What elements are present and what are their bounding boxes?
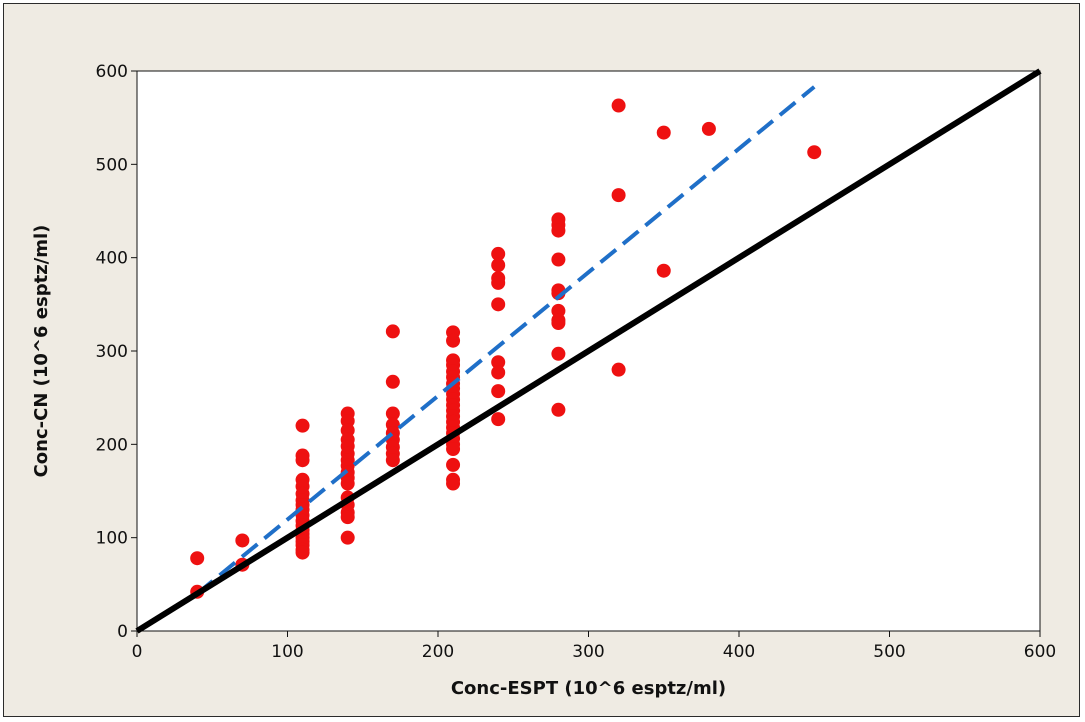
x-tick-label: 200 [422,642,454,662]
scatter-point [491,384,506,399]
scatter-point [385,374,400,389]
scatter-point [611,362,626,377]
scatter-point [385,324,400,339]
scatter-point [491,297,506,312]
x-axis-title: Conc-ESPT (10^6 esptz/ml) [451,678,726,699]
scatter-point [340,510,355,525]
scatter-point [295,453,310,468]
scatter-point [235,533,250,548]
scatter-point [611,98,626,113]
x-tick-label: 0 [132,642,143,662]
scatter-point [491,275,506,290]
scatter-point [295,545,310,560]
y-tick-label: 300 [96,342,128,362]
scatter-point [551,346,566,361]
scatter-point [340,530,355,545]
x-tick-label: 100 [271,642,303,662]
scatter-point [551,316,566,330]
scatter-point [295,418,310,433]
scatter-point [701,121,716,136]
scatter-point [491,412,506,427]
scatter-point [491,258,506,273]
scatter-point [491,355,506,370]
chart-frame: 0 100 200 300 400 500 600 0 100 200 300 400 500 600 C… [3,3,1080,717]
y-tick-label: 0 [117,622,128,642]
x-tick-label: 400 [723,642,755,662]
y-tick-label: 500 [96,155,128,175]
reference-line [135,68,1042,634]
scatter-point [807,145,822,160]
scatter-point [340,476,355,491]
scatter-point [446,333,461,348]
x-tick-label: 600 [1024,642,1056,662]
x-tick-label: 500 [873,642,905,662]
scatter-point [551,223,566,238]
scatter-point [446,442,461,456]
scatter-point [446,457,461,472]
scatter-point [656,125,671,140]
scatter-point [491,365,506,380]
y-tick-label: 400 [96,249,128,269]
scatter-point [551,402,566,417]
y-tick-label: 200 [96,435,128,455]
fit-line-dashed [195,85,816,596]
scatter-point [385,453,400,468]
chart-marks [135,68,1042,634]
y-tick-label: 600 [96,62,128,82]
x-tick-label: 300 [572,642,604,662]
chart-axes: 0 100 200 300 400 500 600 0 100 200 300 400 500 600 [96,62,1057,662]
y-tick-label: 100 [96,529,128,549]
scatter-point [190,551,205,566]
scatter-point [656,263,671,278]
scatter-point [446,476,461,491]
scatter-chart: 0 100 200 300 400 500 600 0 100 200 300 400 500 600 C… [31,62,1057,699]
scatter-point [385,406,400,421]
y-axis-title: Conc-CN (10^6 esptz/ml) [31,225,52,478]
scatter-point [491,246,506,261]
scatter-point [551,252,566,267]
scatter-point [611,188,626,203]
